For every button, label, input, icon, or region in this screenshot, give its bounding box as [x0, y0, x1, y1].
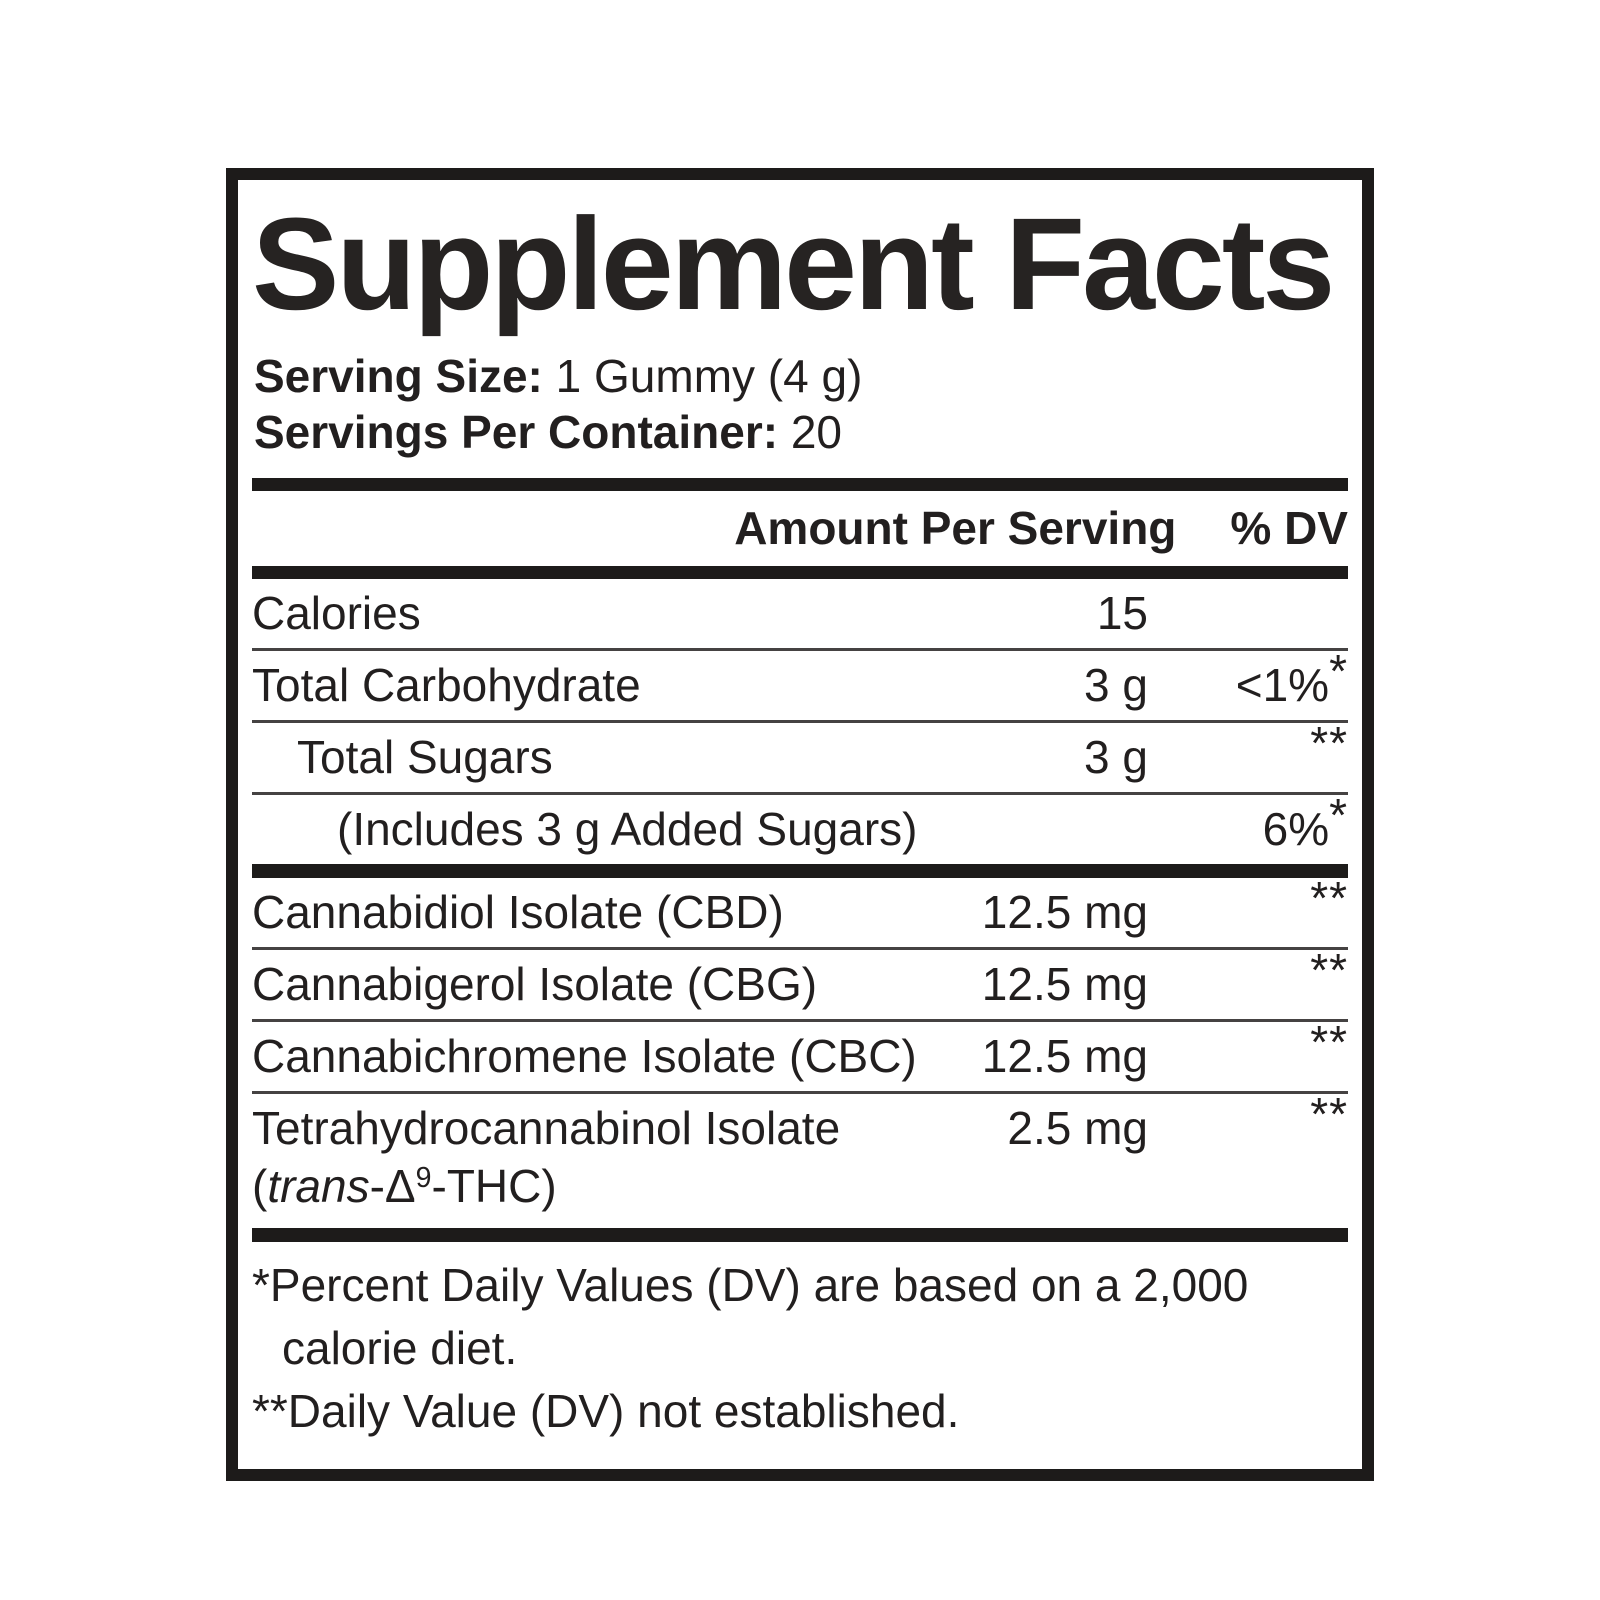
dv-asterisk: * [1329, 645, 1348, 698]
table-row-thc: Tetrahydrocannabinol Isolate (trans-Δ9-T… [252, 1088, 1348, 1228]
nutrient-name: Tetrahydrocannabinol Isolate (trans-Δ9-T… [252, 1099, 951, 1222]
nutrient-amount: 3 g [1084, 731, 1148, 784]
table-row-total-carbohydrate: Total Carbohydrate 3 g <1%* [252, 645, 1348, 724]
servings-per-container-value: 20 [778, 406, 842, 459]
serving-size-value: 1 Gummy (4 g) [542, 350, 863, 403]
amount-per-serving-header: Amount Per Serving [734, 502, 1177, 555]
table-row-cbg: Cannabigerol Isolate (CBG) 12.5 mg ** [252, 944, 1348, 1023]
nutrient-amount: 12.5 mg [981, 1030, 1148, 1083]
footnote-dv-not-established: **Daily Value (DV) not established. [252, 1385, 960, 1438]
servings-per-container-label: Servings Per Container: [254, 406, 779, 459]
nutrient-dv: 6%* [1148, 789, 1348, 858]
nutrient-dv: ** [1148, 1088, 1348, 1157]
cannabinoid-rows-group: Cannabidiol Isolate (CBD) 12.5 mg ** Can… [252, 872, 1348, 1228]
table-header-row: Amount Per Serving % DV [252, 491, 1348, 566]
dv-asterisk: ** [1310, 872, 1348, 925]
thc-delta: -Δ [369, 1160, 416, 1213]
thc-superscript-9: 9 [415, 1161, 432, 1194]
nutrient-amount: 15 [1096, 587, 1148, 640]
nutrient-dv: ** [1148, 872, 1348, 941]
dv-value: 6% [1262, 803, 1330, 856]
nutrient-dv: ** [1148, 944, 1348, 1013]
divider-bar-bottom [252, 1228, 1348, 1243]
nutrient-name: Cannabidiol Isolate (CBD) [252, 886, 784, 939]
nutrient-amount: 2.5 mg [1007, 1102, 1148, 1155]
nutrient-amount: 12.5 mg [981, 886, 1148, 939]
serving-size-label: Serving Size: [254, 350, 543, 403]
table-row-total-sugars: Total Sugars 3 g ** [252, 717, 1348, 796]
thc-trans-italic: trans [267, 1160, 370, 1213]
dv-asterisk: ** [1310, 1088, 1348, 1141]
thc-paren-open: ( [252, 1160, 268, 1213]
thc-paren-close: -THC) [431, 1160, 557, 1213]
divider-bar-under-header [252, 566, 1348, 580]
nutrient-name: Calories [252, 587, 421, 640]
nutrient-name: Total Sugars [297, 731, 553, 784]
nutrient-name: Total Carbohydrate [252, 659, 641, 712]
thc-name-line2: (trans-Δ9-THC) [252, 1157, 951, 1222]
dv-asterisk: * [1329, 789, 1348, 842]
dv-asterisk: ** [1310, 944, 1348, 997]
nutrient-name: Cannabigerol Isolate (CBG) [252, 958, 818, 1011]
nutrient-name: Cannabichromene Isolate (CBC) [252, 1030, 917, 1083]
nutrient-amount: 3 g [1084, 659, 1148, 712]
table-row-cbd: Cannabidiol Isolate (CBD) 12.5 mg ** [252, 872, 1348, 951]
nutrient-amount: 12.5 mg [981, 958, 1148, 1011]
footnotes-section: *Percent Daily Values (DV) are based on … [252, 1242, 1348, 1443]
thc-name-line1: Tetrahydrocannabinol Isolate [252, 1102, 841, 1155]
servings-per-container-line: Servings Per Container: 20 [254, 404, 1348, 460]
dv-asterisk: ** [1310, 1016, 1348, 1069]
nutrition-rows-group: Calories 15 Total Carbohydrate 3 g <1%* … [252, 579, 1348, 864]
divider-bar-top [252, 478, 1348, 492]
table-row-calories: Calories 15 [252, 579, 1348, 652]
divider-bar-middle [252, 864, 1348, 879]
panel-title: Supplement Facts [252, 190, 1335, 337]
nutrient-dv: ** [1148, 1016, 1348, 1085]
footnote-daily-values: *Percent Daily Values (DV) are based on … [252, 1259, 1249, 1375]
nutrient-dv: <1%* [1148, 645, 1348, 714]
supplement-facts-panel: Supplement Facts Serving Size: 1 Gummy (… [226, 168, 1374, 1482]
table-row-added-sugars: (Includes 3 g Added Sugars) 6%* [252, 789, 1348, 864]
table-row-cbc: Cannabichromene Isolate (CBC) 12.5 mg ** [252, 1016, 1348, 1095]
nutrient-name: (Includes 3 g Added Sugars) [337, 803, 918, 856]
serving-size-line: Serving Size: 1 Gummy (4 g) [254, 348, 1348, 404]
percent-dv-header: % DV [1230, 502, 1348, 555]
nutrient-dv: ** [1148, 717, 1348, 786]
dv-value: <1% [1235, 659, 1330, 712]
serving-info: Serving Size: 1 Gummy (4 g) Servings Per… [254, 348, 1348, 460]
dv-asterisk: ** [1310, 717, 1348, 770]
